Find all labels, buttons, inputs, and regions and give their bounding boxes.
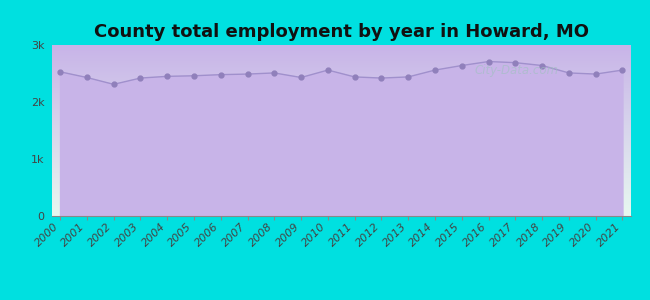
Text: City-Data.com: City-Data.com [474, 64, 558, 77]
Point [135, 76, 146, 80]
Point [109, 82, 119, 87]
Point [82, 75, 92, 80]
Point [618, 68, 628, 73]
Point [403, 74, 413, 79]
Point [188, 74, 199, 78]
Point [510, 60, 521, 65]
Point [269, 70, 280, 75]
Point [564, 70, 574, 75]
Point [484, 59, 494, 64]
Point [242, 72, 253, 76]
Title: County total employment by year in Howard, MO: County total employment by year in Howar… [94, 23, 589, 41]
Point [350, 74, 360, 79]
Point [322, 68, 333, 73]
Point [376, 76, 387, 80]
Point [55, 69, 65, 74]
Point [296, 75, 306, 80]
Point [216, 72, 226, 77]
Point [430, 68, 440, 73]
Point [162, 74, 172, 79]
Point [456, 63, 467, 68]
Point [590, 72, 601, 76]
Point [537, 63, 547, 68]
